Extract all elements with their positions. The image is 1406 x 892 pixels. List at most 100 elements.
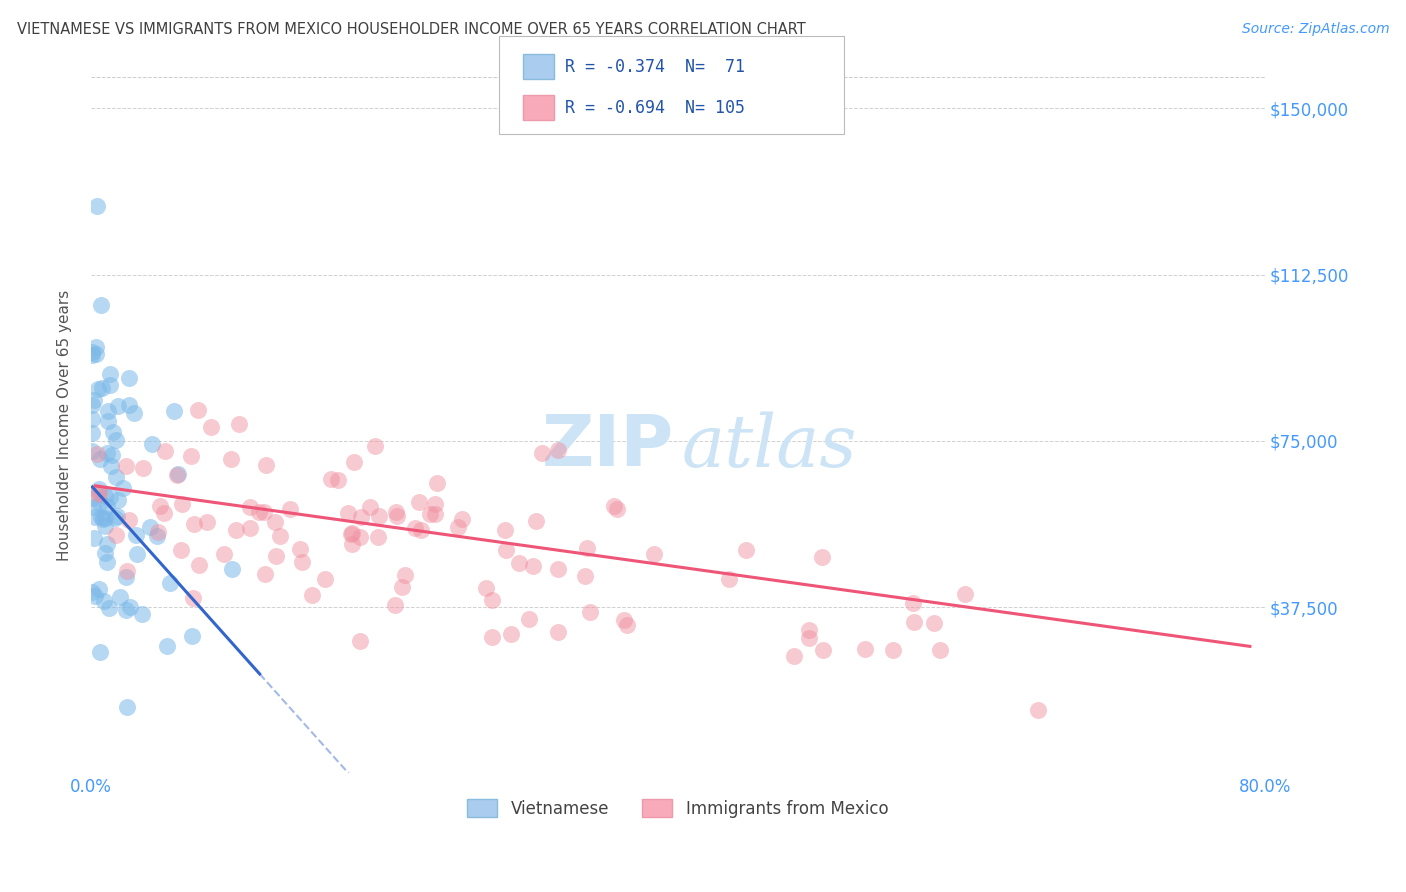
Point: [337, 507, 360, 521]
Point: [149, 499, 172, 513]
Point: [254, 566, 277, 581]
Point: [159, 576, 181, 591]
Point: [101, 448, 124, 462]
Point: [94, 489, 117, 503]
Point: [93, 594, 115, 608]
Point: [118, 600, 141, 615]
Point: [166, 467, 188, 482]
Point: [89, 487, 111, 501]
Point: [180, 629, 202, 643]
Point: [342, 525, 364, 540]
Point: [530, 446, 553, 460]
Point: [616, 617, 638, 632]
Point: [783, 649, 806, 664]
Point: [146, 529, 169, 543]
Point: [117, 565, 139, 579]
Point: [166, 467, 188, 482]
Point: [643, 547, 665, 561]
Point: [499, 626, 522, 640]
Point: [187, 403, 209, 417]
Point: [811, 550, 834, 565]
Point: [83, 509, 105, 524]
Point: [517, 611, 540, 625]
Point: [494, 523, 516, 537]
Point: [426, 475, 449, 490]
Point: [404, 521, 426, 535]
Point: [508, 556, 530, 570]
Point: [100, 378, 122, 392]
Text: atlas: atlas: [682, 411, 856, 482]
Point: [125, 547, 148, 561]
Point: [367, 508, 389, 523]
Point: [97, 404, 120, 418]
Point: [340, 537, 363, 551]
Point: [170, 542, 193, 557]
Point: [602, 500, 624, 514]
Point: [183, 516, 205, 531]
Point: [385, 508, 408, 523]
Point: [90, 510, 112, 524]
Point: [89, 452, 111, 467]
Point: [82, 412, 104, 426]
Point: [90, 297, 112, 311]
Point: [408, 495, 430, 509]
Point: [114, 458, 136, 473]
Y-axis label: Householder Income Over 65 years: Householder Income Over 65 years: [58, 290, 72, 561]
Point: [82, 444, 104, 458]
Point: [82, 425, 104, 440]
Point: [82, 348, 104, 362]
Point: [253, 505, 276, 519]
Point: [522, 558, 544, 573]
Point: [340, 527, 363, 541]
Point: [221, 562, 243, 576]
Point: [105, 509, 128, 524]
Point: [326, 473, 349, 487]
Point: [90, 381, 112, 395]
Point: [319, 471, 342, 485]
Point: [495, 542, 517, 557]
Point: [100, 459, 122, 474]
Point: [153, 506, 176, 520]
Text: VIETNAMESE VS IMMIGRANTS FROM MEXICO HOUSEHOLDER INCOME OVER 65 YEARS CORRELATIO: VIETNAMESE VS IMMIGRANTS FROM MEXICO HOU…: [17, 22, 806, 37]
Point: [264, 515, 287, 529]
Point: [82, 491, 104, 505]
Point: [797, 623, 820, 637]
Point: [180, 449, 202, 463]
Point: [111, 481, 134, 495]
Point: [84, 340, 107, 354]
Point: [349, 531, 371, 545]
Point: [139, 520, 162, 534]
Point: [254, 458, 277, 472]
Point: [606, 501, 628, 516]
Point: [103, 425, 125, 439]
Point: [96, 555, 118, 569]
Point: [882, 643, 904, 657]
Point: [364, 439, 387, 453]
Point: [156, 639, 179, 653]
Text: Source: ZipAtlas.com: Source: ZipAtlas.com: [1241, 22, 1389, 37]
Point: [425, 497, 447, 511]
Point: [86, 382, 108, 396]
Point: [903, 615, 925, 630]
Point: [104, 510, 127, 524]
Point: [89, 496, 111, 510]
Point: [107, 400, 129, 414]
Point: [797, 631, 820, 645]
Text: R = -0.694  N= 105: R = -0.694 N= 105: [565, 99, 745, 117]
Point: [200, 419, 222, 434]
Point: [104, 527, 127, 541]
Point: [269, 528, 291, 542]
Point: [82, 345, 104, 359]
Point: [547, 562, 569, 576]
Point: [1028, 703, 1050, 717]
Point: [197, 515, 219, 529]
Point: [124, 528, 146, 542]
Point: [100, 490, 122, 504]
Point: [547, 624, 569, 639]
Point: [247, 505, 270, 519]
Point: [367, 530, 389, 544]
Point: [114, 603, 136, 617]
Point: [576, 541, 599, 556]
Point: [446, 520, 468, 534]
Point: [96, 499, 118, 513]
